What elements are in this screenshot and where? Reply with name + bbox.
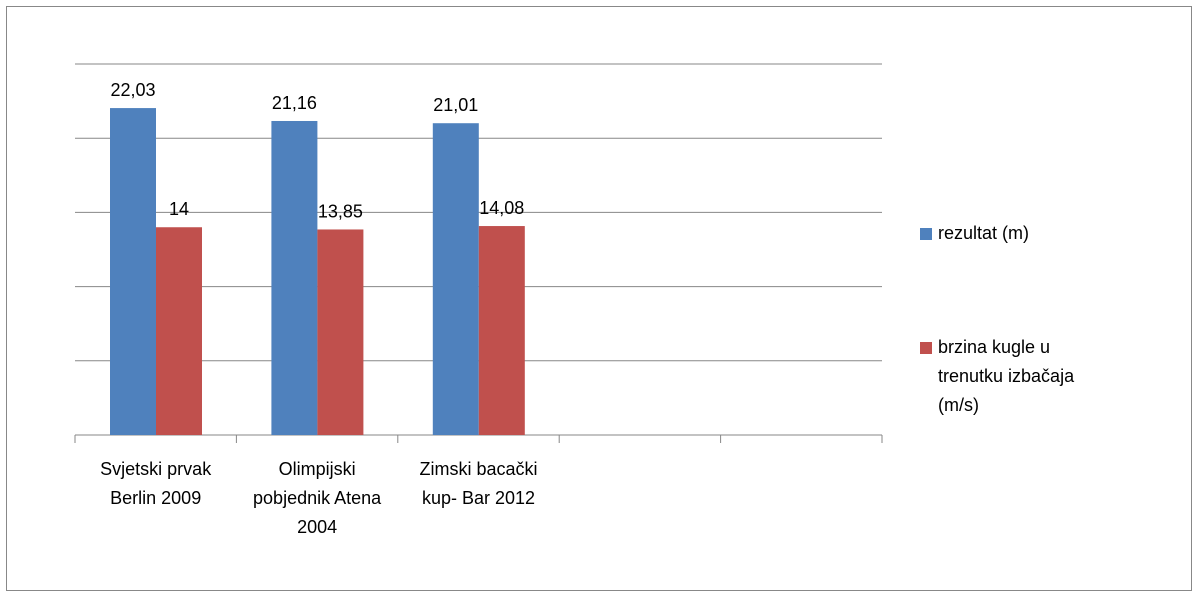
bar	[478, 226, 525, 435]
legend-label: brzina kugle u trenutku izbačaja (m/s)	[938, 337, 1075, 415]
legend-swatch	[920, 228, 932, 240]
bar	[271, 120, 318, 436]
bar	[156, 227, 202, 435]
data-label: 22,03	[110, 80, 155, 100]
data-label: 14,08	[479, 198, 524, 218]
legend-label: rezultat (m)	[938, 223, 1030, 243]
x-tick-label: Zimski bacački kup- Bar 2012	[419, 459, 538, 508]
data-label: 13,85	[318, 201, 363, 221]
bar	[110, 108, 156, 435]
x-tick-label: Olimpijski pobjednik Atena 2004	[253, 459, 382, 537]
x-tick-label: Svjetski prvak Berlin 2009	[100, 459, 212, 508]
bar	[432, 123, 479, 435]
data-label: 14	[169, 199, 189, 219]
data-label: 21,16	[272, 93, 317, 113]
legend-swatch	[920, 342, 932, 354]
bar	[317, 229, 364, 435]
data-label: 21,01	[433, 95, 478, 115]
chart-border	[6, 6, 1192, 591]
